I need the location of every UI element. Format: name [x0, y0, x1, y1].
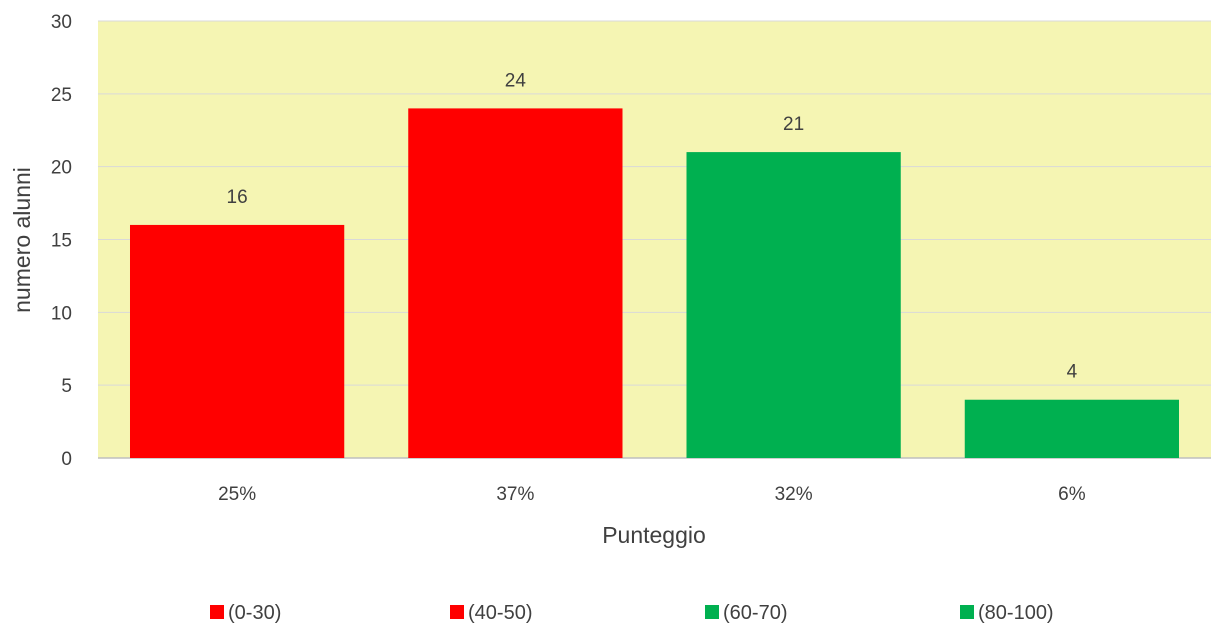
data-labels: 16 24 21 4 [227, 70, 1078, 382]
legend: (0-30) (40-50) (60-70) (80-100) [210, 602, 1054, 624]
x-tick-label: 37% [496, 484, 534, 505]
y-tick-label: 0 [61, 449, 72, 470]
legend-label: (60-70) [723, 602, 787, 624]
bar [129, 224, 345, 458]
bar [408, 108, 623, 459]
legend-swatch [705, 605, 719, 619]
legend-item: (0-30) [210, 602, 281, 624]
x-tick-label: 6% [1058, 484, 1086, 505]
y-axis-title: numero alunni [9, 167, 35, 313]
legend-swatch [210, 605, 224, 619]
y-tick-label: 25 [51, 85, 72, 106]
x-axis-tick-labels: 25% 37% 32% 6% [218, 484, 1086, 505]
y-tick-label: 30 [51, 12, 72, 33]
legend-item: (60-70) [705, 602, 787, 624]
legend-swatch [450, 605, 464, 619]
bar [964, 399, 1180, 458]
legend-label: (0-30) [228, 602, 281, 624]
bars [129, 108, 1180, 459]
x-axis-title: Punteggio [602, 522, 706, 548]
x-tick-label: 32% [775, 484, 813, 505]
legend-swatch [960, 605, 974, 619]
data-label: 21 [783, 114, 804, 135]
y-axis-tick-labels: 0 5 10 15 20 25 30 [51, 12, 72, 470]
y-tick-label: 5 [61, 376, 72, 397]
data-label: 24 [505, 70, 527, 91]
legend-item: (80-100) [960, 602, 1054, 624]
y-tick-label: 15 [51, 231, 72, 252]
y-tick-label: 20 [51, 158, 72, 179]
data-label: 16 [227, 187, 248, 208]
data-label: 4 [1067, 362, 1078, 383]
bar [686, 152, 901, 458]
x-tick-label: 25% [218, 484, 256, 505]
legend-label: (40-50) [468, 602, 532, 624]
y-tick-label: 10 [51, 303, 72, 324]
legend-label: (80-100) [978, 602, 1054, 624]
legend-item: (40-50) [450, 602, 532, 624]
